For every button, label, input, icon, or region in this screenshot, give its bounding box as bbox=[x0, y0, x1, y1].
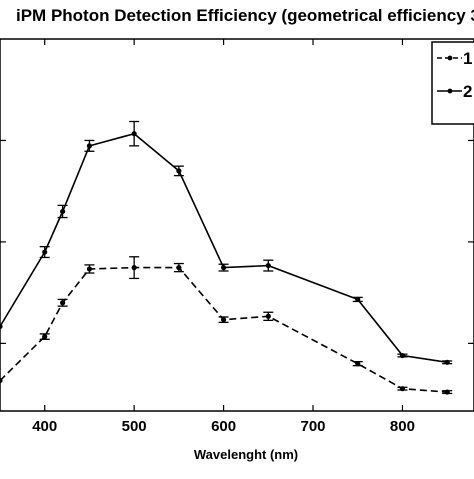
x-axis-label: Wavelenght (nm) bbox=[194, 447, 298, 462]
data-point bbox=[131, 131, 137, 137]
x-tick-label: 500 bbox=[122, 418, 147, 435]
x-tick-label: 800 bbox=[390, 418, 415, 435]
plot-frame bbox=[0, 38, 474, 412]
series-layer bbox=[0, 120, 453, 395]
data-point bbox=[220, 265, 227, 271]
data-point bbox=[355, 296, 361, 302]
legend-label-1: 1 bbox=[463, 49, 472, 68]
data-point bbox=[176, 168, 182, 174]
series-line bbox=[0, 132, 448, 364]
data-point bbox=[265, 313, 271, 319]
data-point bbox=[444, 359, 450, 365]
data-point bbox=[0, 377, 3, 384]
x-axis: 400 500 600 700 800 bbox=[0, 39, 474, 435]
x-tick-label: 400 bbox=[32, 418, 57, 435]
data-point bbox=[444, 389, 450, 395]
data-point bbox=[86, 266, 93, 272]
data-point bbox=[42, 334, 48, 340]
data-point bbox=[399, 352, 406, 359]
data-point bbox=[60, 300, 66, 306]
legend-label-2: 2 bbox=[463, 82, 472, 101]
data-point bbox=[86, 143, 93, 149]
legend-box bbox=[431, 41, 474, 125]
legend: 12 bbox=[431, 41, 474, 125]
chart-title: iPM Photon Detection Efficiency (geometr… bbox=[16, 6, 474, 25]
data-point bbox=[265, 262, 271, 269]
data-point bbox=[60, 208, 66, 215]
data-point bbox=[176, 265, 182, 271]
series-line bbox=[0, 266, 448, 393]
data-point bbox=[42, 249, 48, 255]
data-point bbox=[355, 361, 361, 367]
data-point bbox=[399, 386, 406, 392]
data-point bbox=[220, 317, 227, 323]
series-2 bbox=[0, 120, 453, 365]
legend-marker-2 bbox=[447, 88, 453, 94]
legend-marker-1 bbox=[447, 55, 453, 61]
data-point bbox=[0, 323, 3, 330]
x-tick-label: 600 bbox=[211, 418, 236, 435]
data-point bbox=[131, 265, 137, 271]
series-1 bbox=[0, 256, 453, 395]
x-tick-label: 700 bbox=[301, 418, 326, 435]
